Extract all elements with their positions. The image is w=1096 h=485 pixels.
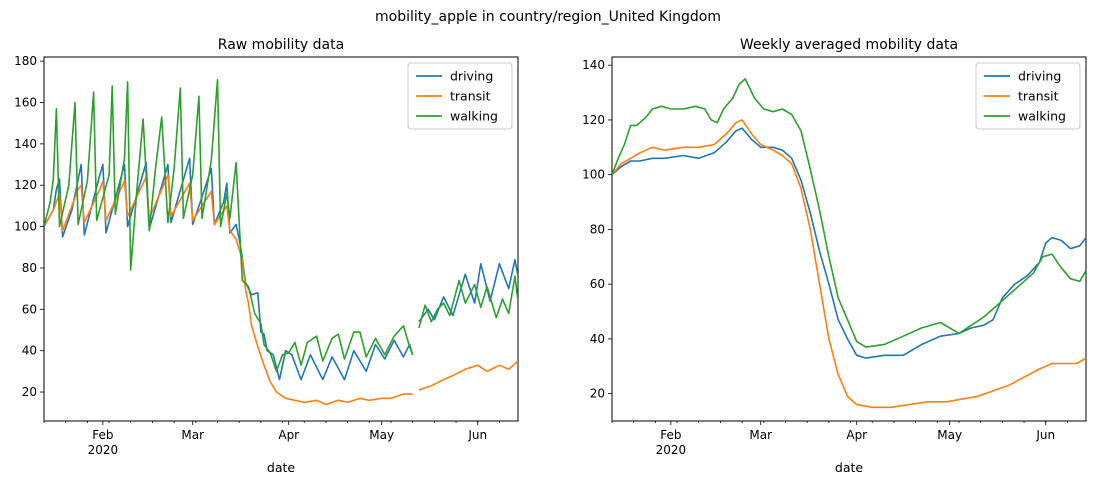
series-line-walking (418, 275, 518, 329)
y-tick-label: 120 (582, 113, 605, 127)
y-tick-label: 40 (590, 332, 605, 346)
legend-label-driving: driving (450, 69, 493, 84)
y-tick-label: 80 (590, 222, 605, 236)
legend-label-driving: driving (1018, 69, 1061, 84)
series-transit (612, 119, 1086, 409)
legend: driving transit walking (975, 62, 1081, 130)
legend-box (975, 62, 1081, 130)
y-tick-label: 180 (14, 54, 37, 68)
x-axis-label: date (835, 460, 863, 475)
y-tick-label: 40 (22, 344, 37, 358)
series-line-transit (44, 174, 413, 406)
legend-label-transit: transit (1018, 89, 1059, 104)
x-tick-label: Apr (846, 428, 867, 442)
y-tick-label: 140 (14, 137, 37, 151)
series-line-driving (612, 127, 1086, 359)
y-tick-label: 140 (582, 58, 605, 72)
legend: driving transit walking (407, 62, 513, 130)
x-tick-label: Feb (660, 428, 681, 442)
y-tick-label: 120 (14, 178, 37, 192)
series-transit (44, 174, 518, 406)
y-tick-label: 20 (590, 387, 605, 401)
chart-raw-mobility: Raw mobility data date 20 40 60 80 100 120 140… (14, 37, 519, 475)
x-axis-label: date (267, 460, 295, 475)
y-tick-label: 60 (590, 277, 605, 291)
series-driving (612, 127, 1086, 359)
x-tick-label: Mar (749, 428, 772, 442)
y-tick-label: 160 (14, 96, 37, 110)
legend-label-walking: walking (1018, 109, 1066, 124)
chart-title: Raw mobility data (218, 37, 344, 53)
x-tick-label: Feb (92, 428, 113, 442)
x-tick-label: Mar (181, 428, 204, 442)
x-tick-year-label: 2020 (88, 443, 119, 457)
y-tick-label: 60 (22, 302, 37, 316)
x-tick-label: May (937, 428, 962, 442)
x-tick-label: Jun (467, 428, 487, 442)
chart-weekly-mobility: Weekly averaged mobility data date 20 40 6… (582, 37, 1087, 475)
series-line-transit (612, 119, 1086, 409)
x-tick-label: Apr (278, 428, 299, 442)
series-line-walking (44, 79, 414, 373)
series-driving (44, 157, 518, 381)
series-walking (612, 78, 1086, 348)
legend-box (407, 62, 513, 130)
plot-frame (43, 56, 519, 422)
series-line-transit (418, 360, 518, 391)
chart-title: Weekly averaged mobility data (740, 37, 958, 53)
series-line-driving (44, 157, 414, 381)
x-tick-year-label: 2020 (656, 443, 687, 457)
series-walking (44, 79, 518, 373)
y-tick-label: 100 (14, 220, 37, 234)
y-tick-label: 100 (582, 168, 605, 182)
legend-label-walking: walking (450, 109, 498, 124)
y-tick-label: 80 (22, 261, 37, 275)
x-tick-label: May (369, 428, 394, 442)
legend-label-transit: transit (450, 89, 491, 104)
figure-suptitle: mobility_apple in country/region_United … (375, 9, 721, 25)
x-tick-label: Jun (1035, 428, 1055, 442)
series-line-driving (418, 258, 518, 323)
y-tick-label: 20 (22, 385, 37, 399)
plot-frame (611, 56, 1087, 422)
series-line-walking (612, 78, 1086, 348)
